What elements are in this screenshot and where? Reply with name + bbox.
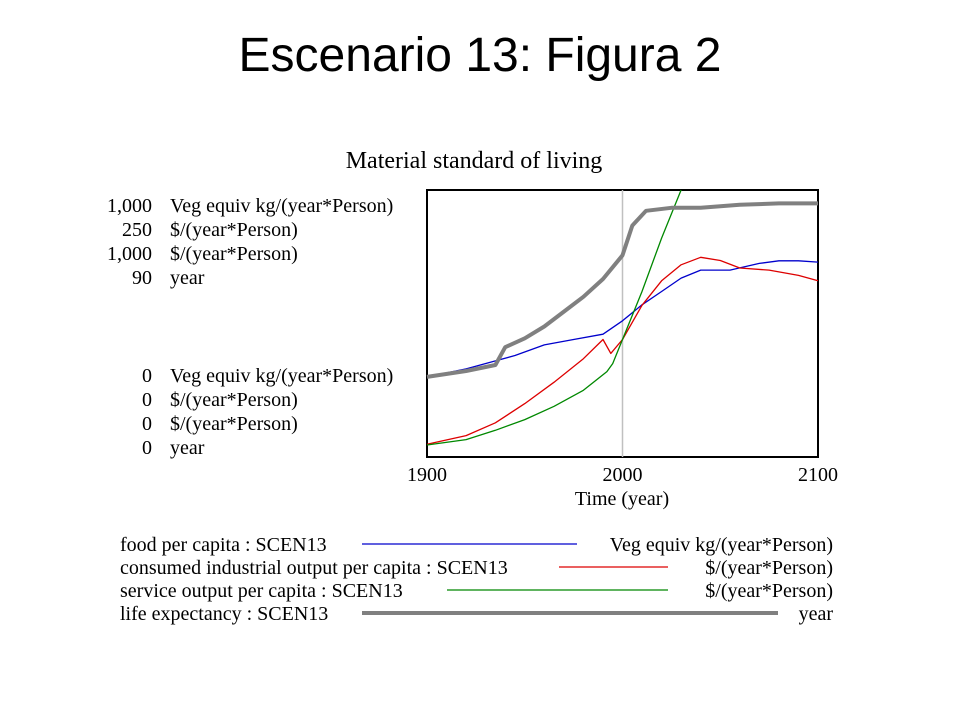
axis-max-unit: $/(year*Person)	[170, 219, 298, 241]
axis-max-value: 1,000	[107, 243, 152, 265]
axis-min-unit: year	[170, 437, 205, 459]
x-tick-label: 1900	[407, 464, 447, 486]
chart-title: Material standard of living	[346, 148, 603, 174]
slide-title: Escenario 13: Figura 2	[238, 29, 722, 82]
series-lines	[426, 189, 819, 446]
axis-max-value: 250	[122, 219, 152, 241]
axis-max-value: 1,000	[107, 195, 152, 217]
x-tick-labels: 1900 2000 2100	[407, 464, 838, 486]
legend-series-unit: year	[799, 603, 834, 625]
x-axis-label: Time (year)	[575, 488, 669, 510]
legend: food per capita : SCEN13 Veg equiv kg/(ye…	[120, 534, 833, 625]
axis-min-unit: $/(year*Person)	[170, 413, 298, 435]
axis-max-unit: $/(year*Person)	[170, 243, 298, 265]
series-line	[426, 256, 819, 445]
axis-min-unit: Veg equiv kg/(year*Person)	[170, 365, 393, 387]
axis-max-labels: 1,000 Veg equiv kg/(year*Person) 250 $/(yea…	[107, 195, 393, 289]
legend-series-name: service output per capita : SCEN13	[120, 580, 403, 602]
axis-min-value: 0	[142, 389, 152, 411]
axis-max-unit: Veg equiv kg/(year*Person)	[170, 195, 393, 217]
x-tick-label: 2100	[798, 464, 838, 486]
axis-min-value: 0	[142, 413, 152, 435]
legend-series-unit: Veg equiv kg/(year*Person)	[610, 534, 833, 556]
axis-min-labels: 0 Veg equiv kg/(year*Person) 0 $/(year*Pers…	[142, 365, 393, 459]
series-line	[426, 189, 682, 446]
axis-min-value: 0	[142, 365, 152, 387]
legend-series-unit: $/(year*Person)	[705, 557, 833, 579]
axis-max-value: 90	[132, 267, 152, 289]
series-line	[426, 201, 818, 379]
axis-min-unit: $/(year*Person)	[170, 389, 298, 411]
legend-series-name: food per capita : SCEN13	[120, 534, 327, 556]
legend-series-name: life expectancy : SCEN13	[120, 603, 328, 625]
axis-max-unit: year	[170, 267, 205, 289]
legend-series-unit: $/(year*Person)	[705, 580, 833, 602]
axis-min-value: 0	[142, 437, 152, 459]
legend-series-name: consumed industrial output per capita : …	[120, 557, 508, 579]
x-tick-label: 2000	[603, 464, 643, 486]
